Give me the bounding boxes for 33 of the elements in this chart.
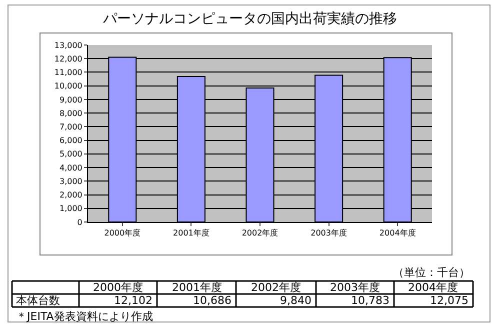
- data-label: 12,075: [430, 294, 468, 307]
- y-tick-label: 10,000: [54, 82, 82, 91]
- y-tick-label: 5,000: [59, 150, 82, 159]
- category-label: 2001年度: [173, 228, 210, 238]
- y-tick-label: 9,000: [59, 95, 82, 104]
- y-tick-label: 6,000: [59, 136, 82, 146]
- y-tick-label: 7,000: [59, 122, 82, 132]
- category-label: 2004年度: [379, 228, 416, 238]
- y-tick-label: 4,000: [59, 163, 82, 172]
- y-tick-label: 13,000: [54, 40, 82, 50]
- y-tick-label: 1,000: [59, 204, 82, 214]
- text: 本体台数: [16, 294, 60, 307]
- data-label: 10,783: [351, 294, 390, 307]
- text: （単位：千台）: [393, 266, 470, 279]
- data-label: 12,102: [114, 294, 152, 307]
- y-tick-label: 3,000: [59, 176, 82, 186]
- y-tick-label: 11,000: [54, 68, 82, 78]
- text: ＊JEITA発表資料により作成: [16, 310, 153, 323]
- category-label: 2000年度: [104, 228, 141, 238]
- category-label: 2003年度: [310, 228, 347, 238]
- data-label: 9,840: [280, 294, 312, 307]
- x-tick-label: 2000年度: [93, 281, 143, 294]
- y-tick-label: 0: [77, 218, 82, 227]
- data-label: 10,686: [193, 294, 232, 307]
- x-tick-label: 2003年度: [330, 281, 380, 294]
- y-tick-label: 2,000: [59, 190, 82, 200]
- y-tick-label: 8,000: [59, 108, 82, 118]
- x-tick-label: 2004年度: [408, 281, 458, 294]
- y-tick-label: 12,000: [54, 54, 82, 64]
- chart-title: パーソナルコンピュータの国内出荷実績の推移: [102, 10, 397, 27]
- x-tick-label: 2002年度: [251, 281, 301, 294]
- x-tick-label: 2001年度: [172, 281, 222, 294]
- category-label: 2002年度: [242, 228, 278, 238]
